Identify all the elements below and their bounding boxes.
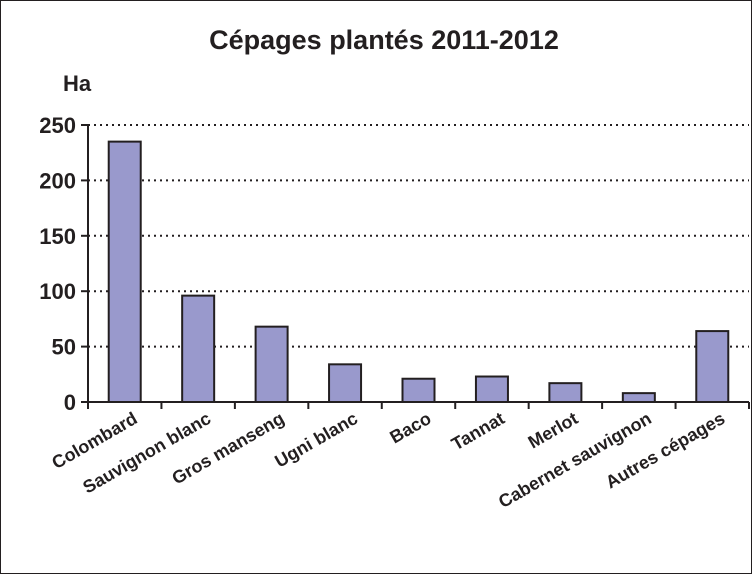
y-tick-label: 50 [52, 335, 76, 360]
bars [107, 140, 730, 404]
x-tick-label: Sauvignon blanc [79, 408, 214, 497]
bar-ugni-blanc [328, 363, 363, 404]
bar-sauvignon-blanc [181, 294, 216, 403]
y-axis-unit-label: Ha [63, 71, 92, 96]
axes [81, 124, 750, 409]
bar-colombard [107, 140, 142, 403]
x-tick-label: Merlot [525, 408, 582, 452]
bar-gros-manseng [254, 325, 289, 404]
bar-tannat [474, 375, 509, 403]
y-tick-label: 100 [39, 279, 76, 304]
gridlines [88, 124, 749, 348]
x-tick-label: Tannat [448, 408, 508, 454]
y-tick-label: 200 [39, 168, 76, 193]
bar-autres-c-pages [695, 330, 730, 404]
chart-title: Cépages plantés 2011-2012 [209, 25, 559, 55]
y-tick-label: 0 [64, 390, 76, 415]
bar-merlot [548, 382, 583, 404]
x-tick-label: Baco [386, 408, 434, 447]
bar-cabernet-sauvignon [621, 392, 656, 403]
y-tick-label: 150 [39, 224, 76, 249]
y-tick-label: 250 [39, 113, 76, 138]
y-tick-labels: 0 50 100 150 200 250 [39, 113, 76, 415]
x-tick-label: Ugni blanc [271, 408, 361, 471]
bar-baco [401, 377, 436, 403]
